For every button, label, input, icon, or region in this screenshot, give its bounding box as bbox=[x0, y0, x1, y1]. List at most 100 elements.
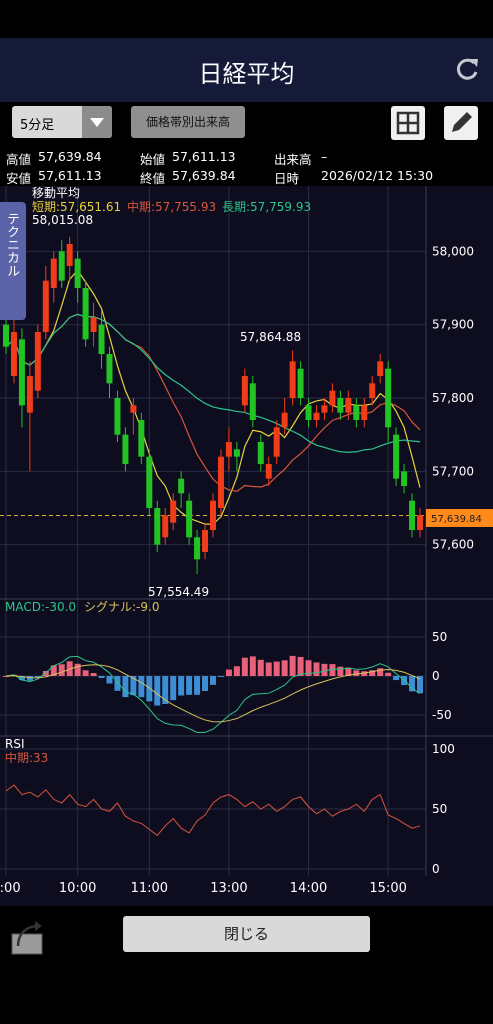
ma-mid-legend: 中期:57,755.93 bbox=[127, 199, 216, 214]
rsi-tick-label: 50 bbox=[432, 802, 447, 816]
open-value: 57,611.13 bbox=[172, 149, 236, 164]
macd-histogram-bar bbox=[58, 664, 65, 676]
close-button[interactable]: 閉じる bbox=[123, 916, 370, 952]
candle-down bbox=[393, 434, 400, 479]
low-value: 57,611.13 bbox=[38, 168, 102, 183]
candle-up bbox=[66, 244, 73, 266]
candle-up bbox=[34, 332, 41, 391]
candle-up bbox=[225, 442, 232, 457]
time-tick-label: 11:00 bbox=[131, 881, 168, 896]
time-tick-label: 10:00 bbox=[59, 881, 96, 896]
technical-tab-label: テクニカル bbox=[4, 212, 19, 277]
draw-button[interactable] bbox=[444, 106, 478, 140]
macd-histogram-bar bbox=[162, 676, 169, 704]
macd-histogram-bar bbox=[3, 676, 9, 677]
macd-histogram-bar bbox=[26, 676, 33, 681]
price-chart[interactable]: 58,000 57,900 57,800 57,700 57,600 9:00 10:00 1… bbox=[0, 186, 493, 906]
macd-histogram-bar bbox=[114, 676, 121, 691]
candle-up bbox=[329, 390, 336, 406]
time-tick-label: 13:00 bbox=[210, 881, 247, 896]
macd-histogram-bar bbox=[106, 676, 113, 684]
macd-histogram-bar bbox=[82, 670, 89, 676]
macd-histogram-bar bbox=[353, 670, 360, 676]
high-label: 高値 bbox=[6, 152, 32, 167]
macd-histogram-bar bbox=[34, 676, 41, 678]
candle-down bbox=[257, 442, 264, 464]
macd-histogram-bar bbox=[241, 657, 248, 676]
period-select[interactable]: 5分足 bbox=[12, 106, 112, 138]
candle-up bbox=[90, 317, 97, 332]
candle-up bbox=[369, 383, 376, 398]
candle-down bbox=[249, 383, 256, 420]
volume-by-price-button[interactable]: 価格帯別出来高 bbox=[131, 106, 245, 138]
candle-up bbox=[361, 405, 368, 420]
macd-histogram-bar bbox=[361, 671, 368, 676]
refresh-icon[interactable] bbox=[452, 54, 482, 84]
macd-histogram-bar bbox=[345, 667, 352, 676]
rsi-tick-label: 0 bbox=[432, 862, 440, 876]
datetime-value: 2026/02/12 15:30 bbox=[321, 168, 434, 183]
macd-histogram-bar bbox=[225, 669, 232, 676]
candle-down bbox=[106, 354, 113, 384]
macd-legend: MACD:-30.0 bbox=[5, 600, 76, 614]
macd-histogram-bar bbox=[281, 660, 288, 676]
time-tick-label: 14:00 bbox=[290, 881, 327, 896]
macd-histogram-bar bbox=[257, 659, 264, 676]
macd-histogram-bar bbox=[170, 676, 177, 701]
candles bbox=[3, 236, 423, 574]
macd-histogram-bar bbox=[321, 663, 328, 676]
layout-grid-button[interactable] bbox=[391, 106, 425, 140]
macd-histogram-bar bbox=[217, 676, 224, 677]
candle-down bbox=[114, 398, 121, 435]
annotation-low: 57,554.49 bbox=[148, 585, 209, 599]
candle-down bbox=[194, 537, 201, 560]
axis-ticks: 58,000 57,900 57,800 57,700 57,600 9:00 10:00 1… bbox=[0, 244, 474, 896]
macd-histogram-bar bbox=[98, 676, 105, 678]
datetime-label: 日時 bbox=[274, 171, 300, 186]
macd-histogram-bar bbox=[186, 676, 193, 695]
close-label: 終値 bbox=[140, 171, 166, 186]
macd-histogram-bar bbox=[289, 655, 296, 676]
app-header: 日経平均 bbox=[0, 38, 493, 102]
candle-down bbox=[409, 500, 416, 530]
current-price-tag bbox=[426, 509, 493, 527]
ma-short-legend: 短期:57,651.61 bbox=[32, 200, 121, 214]
macd-histogram-bar bbox=[130, 676, 137, 696]
candle-up bbox=[417, 515, 423, 530]
candle-up bbox=[202, 530, 209, 552]
pencil-icon bbox=[452, 112, 472, 132]
candle-up bbox=[273, 427, 280, 457]
technical-tab[interactable]: テクニカル bbox=[0, 202, 26, 320]
low-label: 安値 bbox=[6, 171, 32, 186]
macd-histogram-bar bbox=[377, 668, 384, 676]
signal-line bbox=[5, 664, 421, 723]
candle-down bbox=[401, 471, 408, 486]
candle-down bbox=[353, 405, 360, 420]
current-price-label: 57,639.84 bbox=[431, 514, 482, 525]
macd-histogram-bar bbox=[210, 676, 216, 685]
rsi-panel bbox=[5, 784, 421, 837]
high-value: 57,639.84 bbox=[38, 149, 102, 164]
candle-up bbox=[10, 332, 17, 376]
candle-down bbox=[138, 420, 145, 457]
candle-down bbox=[3, 324, 9, 347]
candle-down bbox=[18, 339, 25, 406]
candle-down bbox=[297, 368, 304, 398]
macd-histogram-bar bbox=[154, 676, 161, 706]
candle-up bbox=[377, 361, 384, 376]
rsi-legend: 中期:33 bbox=[5, 750, 48, 765]
macd-histogram-bar bbox=[233, 666, 240, 676]
price-tick-label: 57,900 bbox=[432, 318, 474, 332]
price-tick-label: 57,700 bbox=[432, 464, 474, 478]
rotate-screen-icon[interactable] bbox=[8, 916, 48, 956]
candle-up bbox=[345, 398, 352, 413]
macd-histogram-bar bbox=[393, 676, 400, 681]
time-tick-label: 15:00 bbox=[369, 881, 406, 896]
open-label: 始値 bbox=[140, 152, 166, 167]
rsi-line bbox=[5, 784, 421, 837]
candle-down bbox=[74, 258, 81, 288]
macd-histogram-bar bbox=[178, 676, 185, 696]
macd-histogram-bar bbox=[42, 670, 49, 676]
macd-histogram-bar bbox=[265, 662, 272, 676]
macd-histogram-bar bbox=[313, 662, 320, 676]
